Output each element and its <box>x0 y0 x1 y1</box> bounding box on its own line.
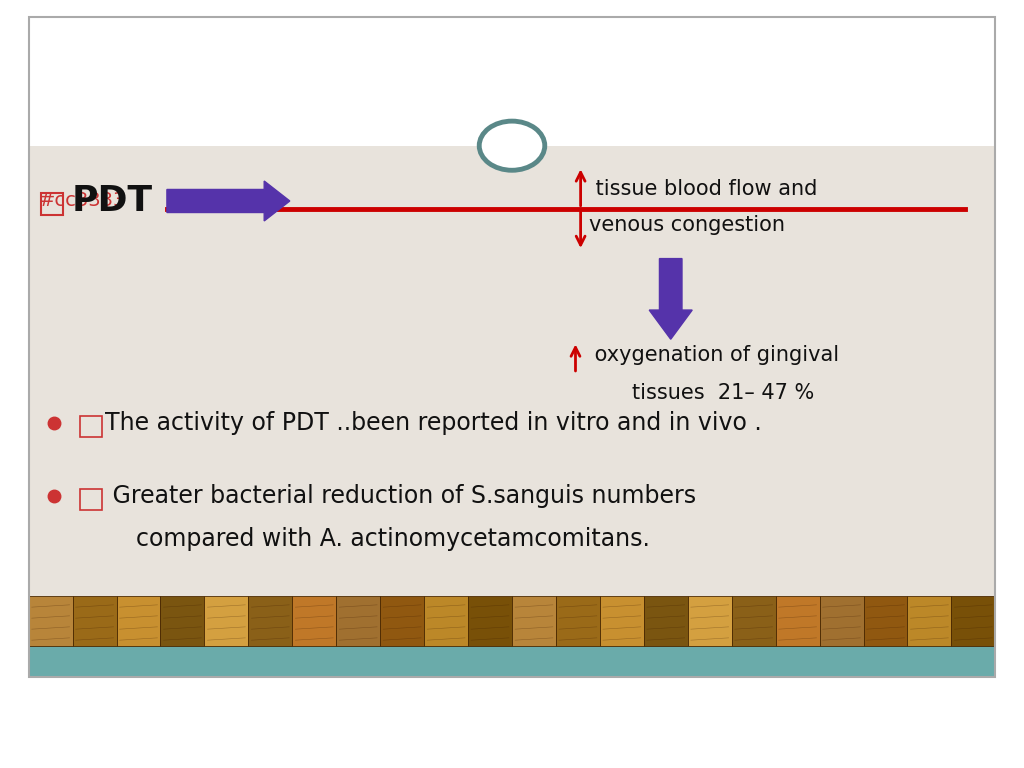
Bar <box>249 596 292 646</box>
Bar <box>205 596 249 646</box>
Bar <box>732 596 775 646</box>
Bar <box>424 596 468 646</box>
Text: compared with A. actinomycetamcomitans.: compared with A. actinomycetamcomitans. <box>136 527 650 551</box>
FancyArrow shape <box>167 181 290 221</box>
Bar <box>161 596 205 646</box>
Bar <box>600 596 644 646</box>
Text: The activity of PDT ..been reported in vitro and in vivo .: The activity of PDT ..been reported in v… <box>105 412 762 435</box>
Bar <box>380 596 424 646</box>
Text: #cc3333: #cc3333 <box>39 191 126 210</box>
Bar <box>688 596 732 646</box>
Bar <box>951 596 995 646</box>
Bar <box>29 646 995 677</box>
Bar <box>644 596 688 646</box>
Text: oxygenation of gingival: oxygenation of gingival <box>588 345 839 365</box>
Bar <box>863 596 907 646</box>
Bar <box>29 17 995 146</box>
Bar <box>80 488 102 510</box>
Bar <box>73 596 117 646</box>
Text: Greater bacterial reduction of S.sanguis numbers: Greater bacterial reduction of S.sanguis… <box>105 485 696 508</box>
Bar <box>512 596 556 646</box>
Bar <box>556 596 600 646</box>
Text: venous congestion: venous congestion <box>589 215 784 235</box>
Bar <box>336 596 380 646</box>
Bar <box>29 146 995 596</box>
Bar <box>292 596 336 646</box>
Text: tissues  21– 47 %: tissues 21– 47 % <box>632 383 814 403</box>
Bar <box>468 596 512 646</box>
Bar <box>775 596 819 646</box>
Bar <box>117 596 161 646</box>
Text: PDT: PDT <box>72 184 153 218</box>
FancyArrow shape <box>649 259 692 339</box>
Text: tissue blood flow and: tissue blood flow and <box>589 180 817 200</box>
Bar <box>29 596 73 646</box>
Bar <box>907 596 951 646</box>
Circle shape <box>479 121 545 170</box>
Bar <box>41 194 63 215</box>
Bar <box>80 415 102 437</box>
Bar <box>29 17 995 677</box>
Bar <box>819 596 863 646</box>
